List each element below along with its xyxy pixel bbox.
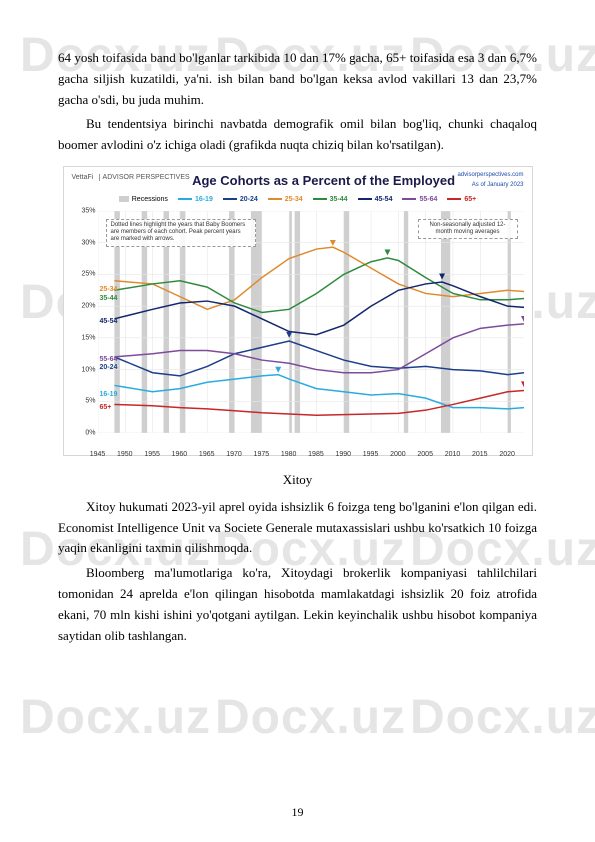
y-tick-label: 20% [81, 301, 95, 312]
legend-item: 20-24 [223, 194, 258, 205]
paragraph-1: 64 yosh toifasida band bo'lganlar tarkib… [58, 48, 537, 110]
source-url: advisorperspectives.com [457, 171, 523, 181]
x-tick-label: 2010 [445, 449, 461, 460]
page-number: 19 [0, 803, 595, 822]
legend-item: 25-34 [268, 194, 303, 205]
x-tick-label: 2000 [390, 449, 406, 460]
series-label: 20-24 [100, 362, 118, 373]
y-tick-label: 35% [81, 205, 95, 216]
x-tick-label: 1965 [199, 449, 215, 460]
legend-item: 55-64 [402, 194, 437, 205]
paragraph-2: Bu tendentsiya birinchi navbatda demogra… [58, 114, 537, 156]
y-tick-label: 5% [85, 396, 95, 407]
paragraph-4: Xitoy hukumati 2023-yil aprel oyida ishs… [58, 497, 537, 559]
x-tick-label: 1950 [117, 449, 133, 460]
chart-legend: Recessions 16-19 20-24 25-34 35-44 45-54 55-64… [64, 194, 532, 205]
y-tick-label: 30% [81, 237, 95, 248]
brand-left: VettaFi [72, 174, 94, 181]
watermark: Docx.uz [410, 680, 595, 757]
y-tick-label: 0% [85, 427, 95, 438]
x-tick-label: 1995 [363, 449, 379, 460]
x-tick-label: 1990 [335, 449, 351, 460]
y-tick-label: 25% [81, 269, 95, 280]
x-tick-label: 1975 [254, 449, 270, 460]
series-label: 16-19 [100, 389, 118, 400]
x-tick-label: 1960 [172, 449, 188, 460]
paragraph-5: Bloomberg ma'lumotlariga ko'ra, Xitoydag… [58, 563, 537, 646]
x-tick-label: 1970 [226, 449, 242, 460]
chart-title: Age Cohorts as a Percent of the Employed [190, 171, 458, 192]
x-tick-label: 1955 [144, 449, 160, 460]
chart-header: VettaFi ADVISOR PERSPECTIVES Age Cohorts… [64, 167, 532, 192]
series-label: 65+ [100, 402, 112, 413]
x-tick-label: 1945 [90, 449, 106, 460]
chart-source-note: advisorperspectives.com As of January 20… [457, 171, 523, 190]
x-tick-label: 1980 [281, 449, 297, 460]
chart-brand: VettaFi ADVISOR PERSPECTIVES [72, 171, 190, 184]
legend-item: 16-19 [178, 194, 213, 205]
x-tick-label: 2005 [417, 449, 433, 460]
x-tick-label: 2015 [472, 449, 488, 460]
brand-sub: ADVISOR PERSPECTIVES [99, 174, 190, 181]
watermark: Docx.uz [215, 680, 406, 757]
legend-recessions: Recessions [119, 194, 168, 205]
y-axis-labels: 0%5%10%15%20%25%30%35% [70, 211, 96, 433]
y-tick-label: 15% [81, 332, 95, 343]
series-label: 45-54 [100, 316, 118, 327]
page-content: 64 yosh toifasida band bo'lganlar tarkib… [0, 0, 595, 646]
chart-note-left: Dotted lines highlight the years that Ba… [106, 219, 256, 247]
series-label: 35-44 [100, 293, 118, 304]
y-tick-label: 10% [81, 364, 95, 375]
watermark: Docx.uz [20, 680, 211, 757]
section-heading-china: Xitoy [58, 470, 537, 491]
legend-item: 45-54 [358, 194, 393, 205]
chart-note-right: Non-seasonally adjusted 12-month moving … [418, 219, 518, 239]
legend-item: 35-44 [313, 194, 348, 205]
as-of-date: As of January 2023 [457, 181, 523, 191]
age-cohorts-chart: VettaFi ADVISOR PERSPECTIVES Age Cohorts… [63, 166, 533, 456]
legend-item: 65+ [447, 194, 476, 205]
x-tick-label: 2020 [499, 449, 515, 460]
x-tick-label: 1985 [308, 449, 324, 460]
